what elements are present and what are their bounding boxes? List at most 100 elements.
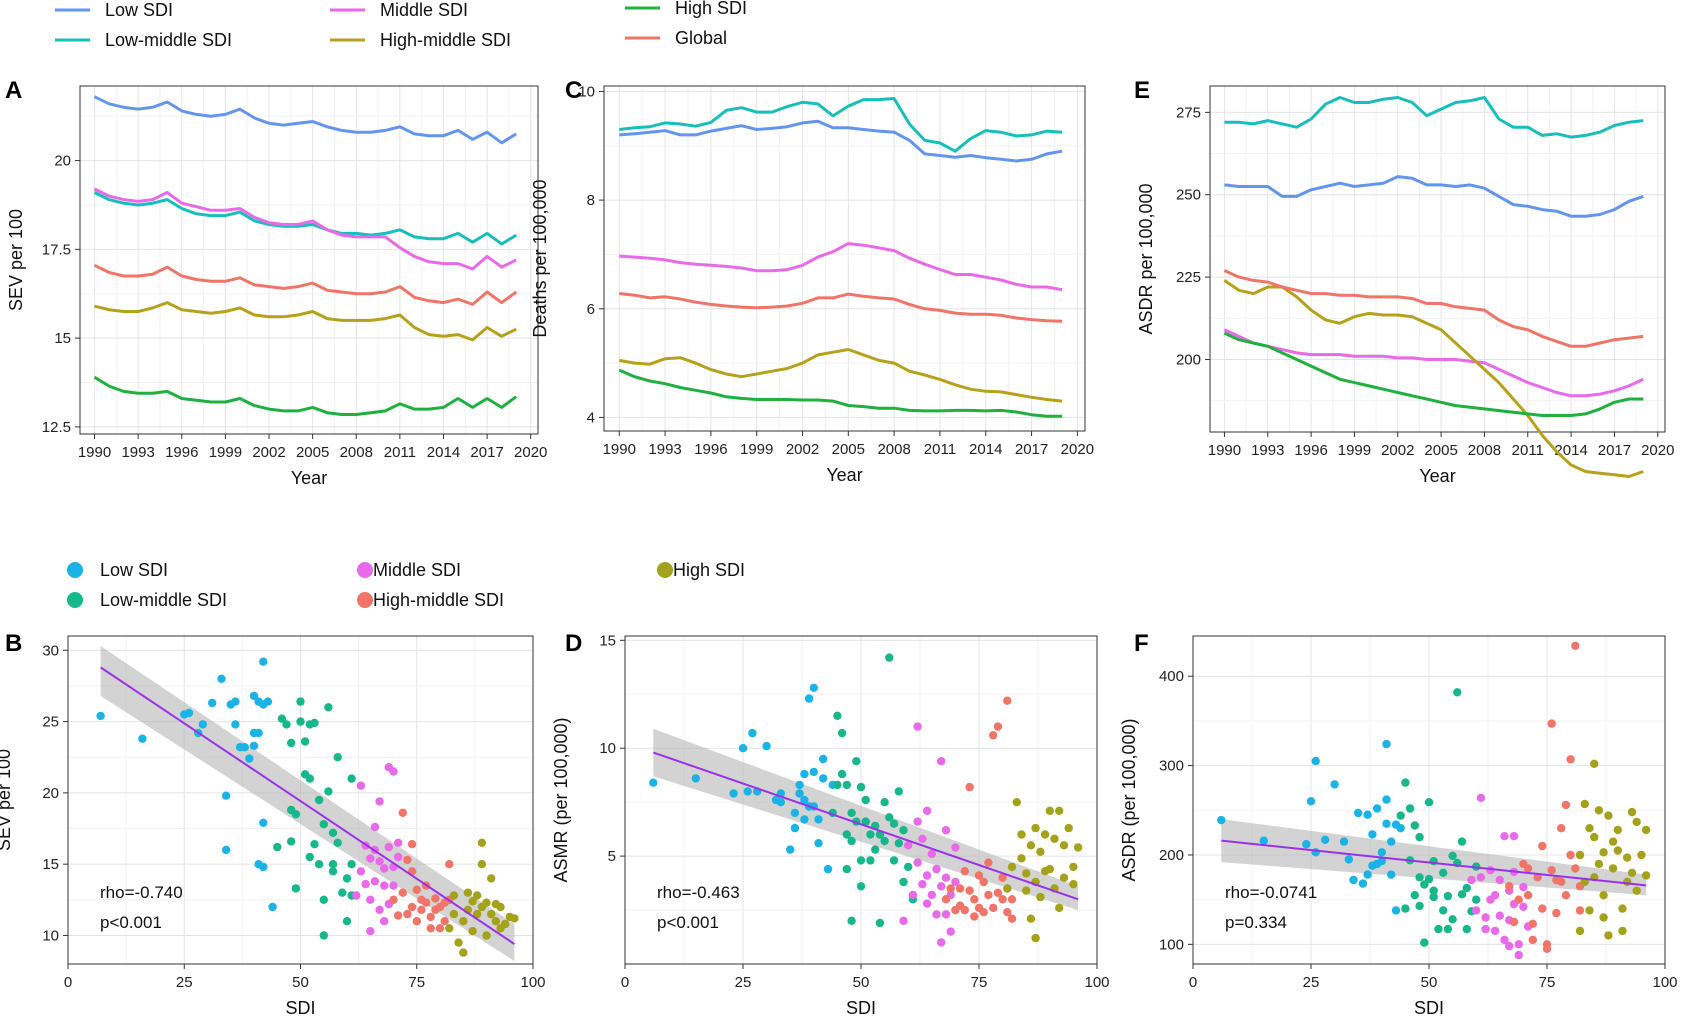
point-low-middle-sdi [282,720,291,729]
point-high-middle-sdi [1003,908,1012,917]
series-line-global [619,292,1063,323]
point-low-middle-sdi [833,711,842,720]
point-middle-sdi [1519,902,1528,911]
point-high-sdi [1637,850,1646,860]
point-low-sdi [240,743,249,752]
x-tick-label: 50 [292,974,309,991]
point-middle-sdi [899,916,908,925]
points-group [1217,641,1651,960]
point-low-middle-sdi [894,787,903,796]
point-low-middle-sdi [314,795,324,805]
y-tick-label: 200 [1159,847,1184,864]
point-high-middle-sdi [979,877,988,887]
panel-letter: A [5,77,22,104]
point-middle-sdi [941,873,951,882]
point-high-sdi [445,924,454,933]
point-middle-sdi [1495,911,1505,920]
point-middle-sdi [370,822,380,832]
point-low-middle-sdi [899,877,908,887]
point-high-middle-sdi [955,884,965,893]
x-axis-ticks: 0 25 50 75 100 [621,964,1110,991]
point-high-sdi [1575,926,1585,936]
point-middle-sdi [393,852,403,862]
point-middle-sdi [375,797,384,806]
x-tick-label: 2017 [470,444,503,461]
point-low-sdi [1372,804,1382,813]
point-middle-sdi [1514,950,1523,960]
point-low-middle-sdi [904,862,913,872]
point-low-middle-sdi [1415,832,1424,842]
point-high-middle-sdi [1552,908,1561,918]
panel-c: C 1990 1993 1996 1999 2002 2005 2008 2011 2014 201… [530,77,1094,485]
point-low-middle-sdi [894,839,903,848]
point-low-middle-sdi [291,884,301,893]
y-axis-ticks: 5 10 15 [599,632,625,865]
point-low-middle-sdi [287,837,296,846]
point-high-sdi [1026,841,1036,850]
point-middle-sdi [366,895,375,904]
point-high-middle-sdi [965,886,974,895]
point-high-sdi [1618,904,1627,913]
point-middle-sdi [380,917,389,926]
point-high-sdi [477,860,487,869]
point-high-middle-sdi [1561,800,1571,810]
point-low-middle-sdi [847,808,856,818]
x-tick-label: 1996 [694,441,727,458]
point-low-sdi [1387,837,1396,846]
point-low-sdi [217,674,226,683]
point-middle-sdi [380,864,389,873]
y-tick-label: 20 [42,785,59,802]
point-middle-sdi [370,877,380,886]
point-high-sdi [463,888,473,897]
point-high-middle-sdi [993,722,1003,731]
point-middle-sdi [375,857,384,866]
y-axis-ticks: 4 6 8 10 [578,83,604,426]
y-tick-label: 275 [1176,104,1201,121]
point-high-middle-sdi [1007,914,1017,923]
point-high-sdi [1627,868,1637,877]
point-low-middle-sdi [861,817,870,826]
point-high-sdi [1580,799,1590,809]
point-high-sdi [1585,824,1594,833]
point-high-middle-sdi [1509,917,1519,927]
point-low-middle-sdi [1434,924,1443,934]
point-high-middle-sdi [1561,891,1571,900]
y-tick-label: 15 [54,330,71,347]
point-low-sdi [800,769,809,779]
point-middle-sdi [1481,913,1490,922]
point-low-middle-sdi [310,718,319,728]
point-high-sdi [1055,806,1064,815]
point-high-middle-sdi [431,894,440,903]
point-low-middle-sdi [1443,924,1453,934]
point-high-sdi [500,919,510,929]
legend-label: Middle SDI [373,560,461,580]
x-tick-label: 2011 [1512,442,1544,459]
point-low-middle-sdi [1457,837,1467,846]
point-low-sdi [1330,780,1339,789]
point-low-sdi [184,708,194,718]
point-middle-sdi [937,938,946,947]
point-low-sdi [1382,819,1391,828]
legend-dot-swatch [67,562,83,578]
point-high-middle-sdi [1528,919,1538,928]
x-tick-label: 2002 [1381,442,1414,459]
point-low-sdi [800,815,809,824]
y-tick-label: 12.5 [42,419,71,436]
point-high-sdi [1031,823,1040,833]
point-high-middle-sdi [998,895,1007,904]
legend-dot-swatch [357,562,373,578]
point-low-middle-sdi [1405,804,1415,813]
x-tick-label: 1993 [1251,442,1284,459]
point-high-sdi [468,927,477,936]
point-high-sdi [1604,811,1613,820]
point-high-sdi [1064,823,1073,833]
point-low-middle-sdi [889,819,899,828]
point-low-sdi [221,845,231,855]
legend-label: High SDI [673,560,745,580]
x-tick-label: 1990 [78,444,111,461]
x-tick-label: 2011 [384,444,416,461]
point-middle-sdi [375,905,384,914]
point-low-middle-sdi [1429,892,1438,902]
x-tick-label: 2020 [514,444,547,461]
gridlines [1210,86,1665,432]
